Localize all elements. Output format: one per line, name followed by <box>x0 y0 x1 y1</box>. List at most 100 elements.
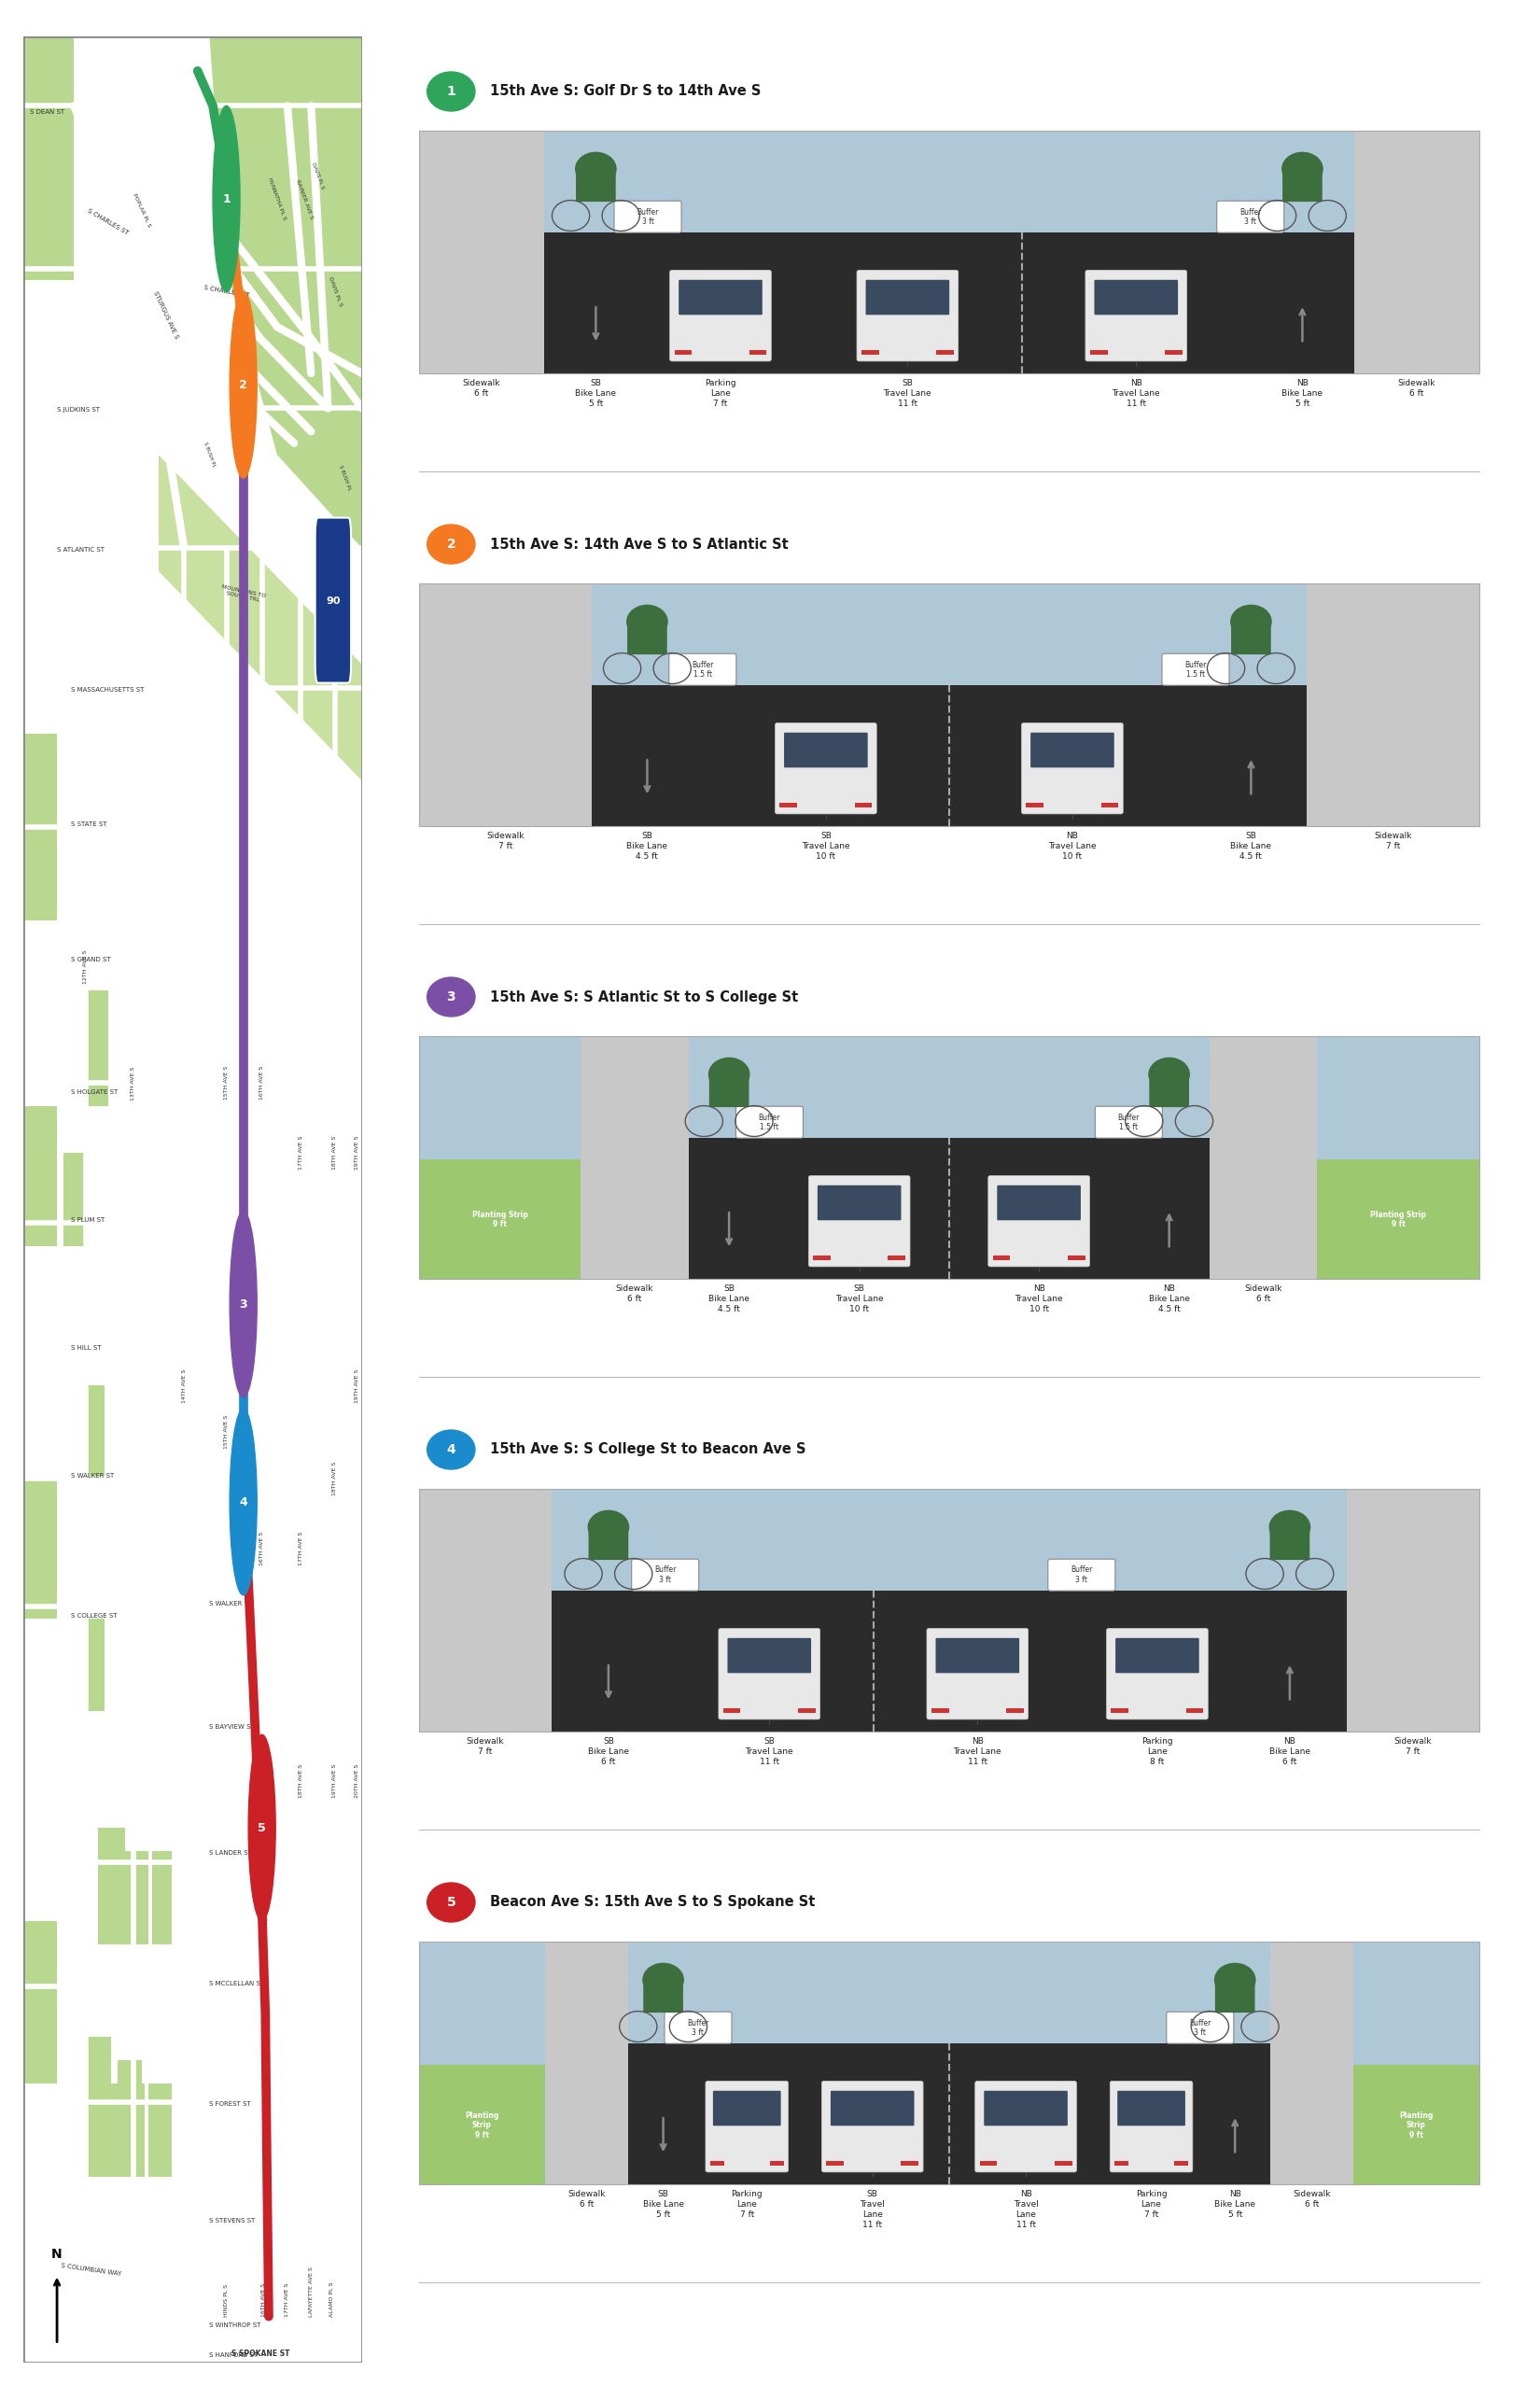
Text: Sidewalk
6 ft: Sidewalk 6 ft <box>462 379 500 398</box>
Text: 17TH AVE S: 17TH AVE S <box>285 2281 290 2317</box>
FancyBboxPatch shape <box>631 1559 699 1591</box>
FancyBboxPatch shape <box>1217 202 1284 233</box>
Bar <box>793 130 1023 233</box>
Text: S MASSACHUSETTS ST: S MASSACHUSETTS ST <box>71 686 143 693</box>
Bar <box>949 686 1195 825</box>
Text: S SPOKANE ST: S SPOKANE ST <box>231 2351 290 2358</box>
Bar <box>1250 130 1354 233</box>
Text: 1: 1 <box>222 192 231 204</box>
Text: S STEVENS ST: S STEVENS ST <box>209 2217 256 2224</box>
FancyBboxPatch shape <box>830 2092 915 2126</box>
Bar <box>1317 1036 1478 1159</box>
Text: Sidewalk
7 ft: Sidewalk 7 ft <box>1394 1737 1432 1756</box>
FancyBboxPatch shape <box>588 1528 628 1559</box>
Text: S ATLANTIC ST: S ATLANTIC ST <box>57 547 105 552</box>
Bar <box>779 804 798 808</box>
Text: 15th Ave S: S College St to Beacon Ave S: 15th Ave S: S College St to Beacon Ave S <box>490 1442 805 1456</box>
Bar <box>855 804 872 808</box>
Bar <box>1129 1036 1209 1137</box>
Bar <box>419 583 1478 825</box>
Circle shape <box>248 1734 276 1922</box>
FancyBboxPatch shape <box>936 1639 1019 1672</box>
Text: S DEAN ST: S DEAN ST <box>29 110 65 115</box>
Text: SB
Travel
Lane
11 ft: SB Travel Lane 11 ft <box>859 2190 885 2229</box>
Text: DAVIS PL S: DAVIS PL S <box>326 276 342 307</box>
Bar <box>1200 2044 1270 2185</box>
FancyBboxPatch shape <box>856 271 958 362</box>
Text: Parking
Lane
8 ft: Parking Lane 8 ft <box>1141 1737 1173 1766</box>
Text: Buffer
1.5 ft: Buffer 1.5 ft <box>1118 1113 1140 1132</box>
FancyBboxPatch shape <box>719 1629 819 1720</box>
Bar <box>591 686 702 825</box>
Bar <box>932 1708 949 1713</box>
Bar <box>1101 804 1118 808</box>
Text: S BAYVIEW ST: S BAYVIEW ST <box>209 1725 256 1730</box>
Text: Sidewalk
7 ft: Sidewalk 7 ft <box>487 832 524 852</box>
Bar <box>544 233 648 374</box>
Text: 13TH AVE S: 13TH AVE S <box>131 1065 136 1101</box>
Text: S HANFORD ST: S HANFORD ST <box>209 2353 259 2358</box>
Text: Buffer
1.5 ft: Buffer 1.5 ft <box>759 1113 781 1132</box>
Circle shape <box>708 1058 750 1092</box>
Bar <box>1081 1490 1234 1591</box>
Bar <box>698 2044 796 2185</box>
Circle shape <box>427 72 474 110</box>
Bar <box>419 1159 581 1279</box>
Text: S MCCLELLAN ST: S MCCLELLAN ST <box>209 1982 265 1986</box>
Bar <box>419 1036 1478 1279</box>
FancyBboxPatch shape <box>784 732 867 768</box>
Text: Buffer
3 ft: Buffer 3 ft <box>638 209 659 226</box>
Bar <box>889 1255 906 1259</box>
FancyBboxPatch shape <box>576 170 616 202</box>
Bar <box>419 583 591 825</box>
Bar <box>419 583 1478 825</box>
Bar <box>1173 2161 1187 2166</box>
Bar <box>1250 233 1354 374</box>
Text: S PLUM ST: S PLUM ST <box>71 1216 105 1223</box>
FancyBboxPatch shape <box>822 2080 922 2171</box>
Text: NB
Travel
Lane
11 ft: NB Travel Lane 11 ft <box>1013 2190 1038 2229</box>
Bar <box>949 2044 1103 2185</box>
Bar <box>1090 350 1107 355</box>
Bar <box>702 583 949 686</box>
Bar <box>873 1490 1081 1591</box>
Text: Planting Strip
9 ft: Planting Strip 9 ft <box>473 1211 528 1228</box>
Text: SB
Travel Lane
10 ft: SB Travel Lane 10 ft <box>835 1283 884 1315</box>
Circle shape <box>1149 1058 1190 1092</box>
Bar <box>119 2061 142 2176</box>
Bar <box>1234 1490 1346 1591</box>
Text: Sidewalk
6 ft: Sidewalk 6 ft <box>568 2190 605 2209</box>
Polygon shape <box>159 456 362 780</box>
Bar <box>710 2161 724 2166</box>
Bar <box>949 1137 1129 1279</box>
Bar <box>419 130 1478 374</box>
Text: 3: 3 <box>447 991 456 1003</box>
Bar <box>688 1036 770 1137</box>
Text: DAVIS PL S: DAVIS PL S <box>311 161 325 190</box>
Text: S FOREST ST: S FOREST ST <box>209 2102 251 2106</box>
Bar <box>419 1941 545 2066</box>
Text: 4: 4 <box>447 1444 456 1456</box>
Bar <box>23 1106 57 1245</box>
FancyBboxPatch shape <box>1110 2080 1192 2171</box>
Circle shape <box>213 106 240 293</box>
Bar <box>665 1591 873 1732</box>
Circle shape <box>1230 605 1272 638</box>
Bar <box>901 2161 918 2166</box>
FancyBboxPatch shape <box>775 722 876 813</box>
Text: S STATE ST: S STATE ST <box>71 820 106 828</box>
Text: Buffer
3 ft: Buffer 3 ft <box>1070 1567 1092 1583</box>
Circle shape <box>1281 151 1323 187</box>
Text: NB
Travel Lane
11 ft: NB Travel Lane 11 ft <box>1112 379 1160 408</box>
Bar <box>698 1941 796 2044</box>
Text: S WINTHROP ST: S WINTHROP ST <box>209 2322 262 2327</box>
Text: S BUSH PL: S BUSH PL <box>203 441 216 468</box>
Text: 3: 3 <box>239 1298 248 1310</box>
FancyBboxPatch shape <box>927 1629 1029 1720</box>
Text: Planting
Strip
9 ft: Planting Strip 9 ft <box>1400 2111 1434 2140</box>
Text: 17TH AVE S: 17TH AVE S <box>299 1137 303 1171</box>
Circle shape <box>229 1408 257 1595</box>
FancyBboxPatch shape <box>1270 1528 1309 1559</box>
Circle shape <box>642 1962 684 1996</box>
Text: 1: 1 <box>447 84 456 98</box>
